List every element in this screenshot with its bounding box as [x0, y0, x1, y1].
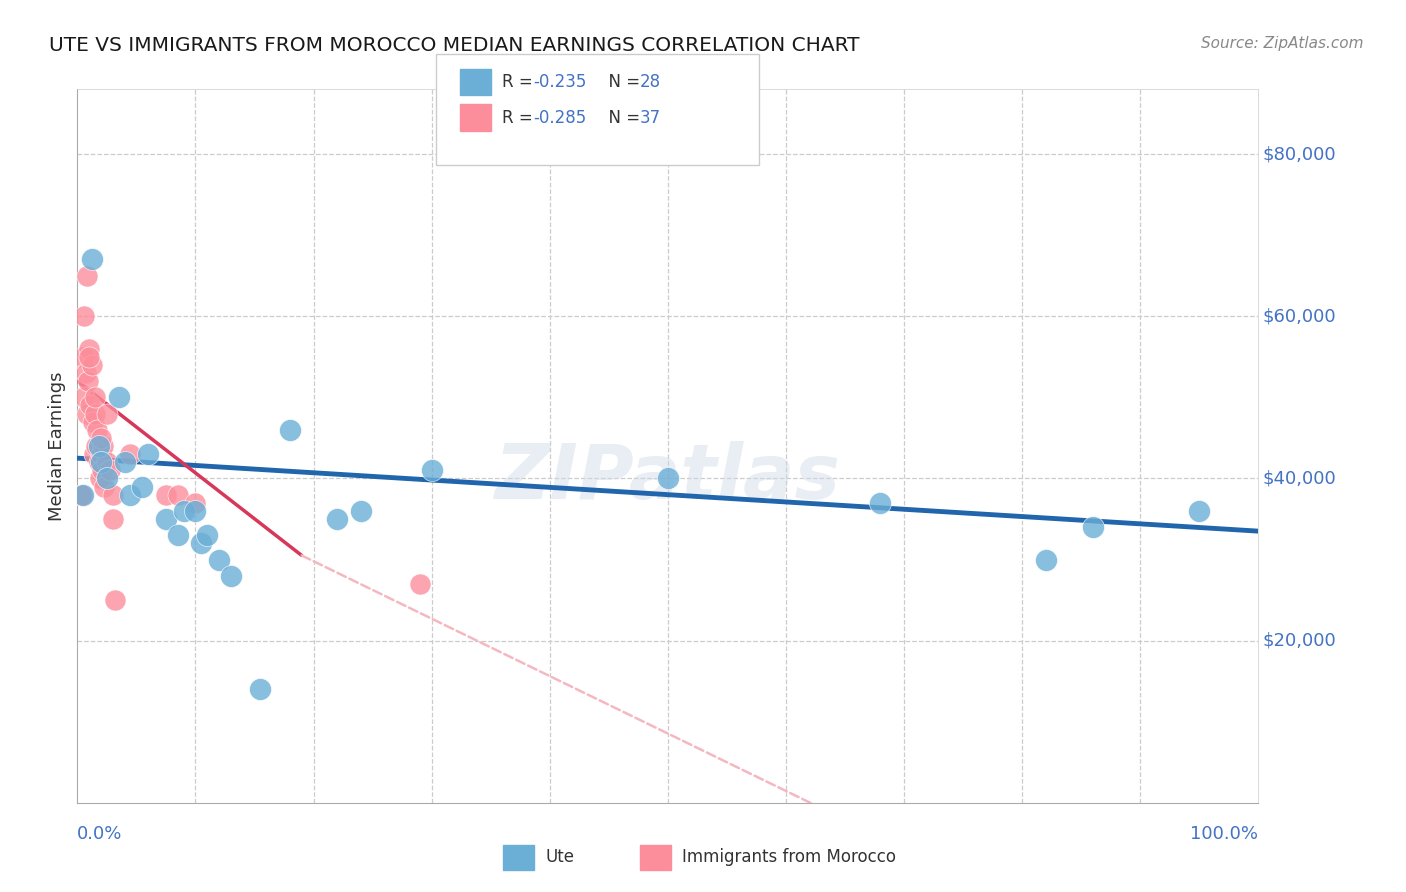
Point — [869, 496, 891, 510]
Point — [409, 577, 432, 591]
Point — [326, 512, 349, 526]
Point — [96, 407, 118, 421]
Point — [70, 488, 93, 502]
Point — [70, 488, 93, 502]
Text: $40,000: $40,000 — [1263, 469, 1336, 487]
Point — [1035, 552, 1057, 566]
Text: Immigrants from Morocco: Immigrants from Morocco — [682, 848, 896, 866]
Text: R =: R = — [502, 73, 538, 91]
Point — [278, 423, 301, 437]
Text: 0.0%: 0.0% — [77, 825, 122, 843]
Point — [90, 431, 112, 445]
Point — [80, 252, 103, 267]
Point — [208, 552, 231, 566]
Point — [91, 463, 114, 477]
Point — [184, 496, 207, 510]
Point — [77, 342, 100, 356]
Point — [72, 350, 94, 364]
Text: N =: N = — [598, 109, 645, 127]
Point — [1188, 504, 1211, 518]
Point — [75, 366, 97, 380]
Text: ZIPatlas: ZIPatlas — [495, 442, 841, 516]
Point — [657, 471, 679, 485]
Text: 28: 28 — [640, 73, 661, 91]
Text: R =: R = — [502, 109, 538, 127]
Point — [73, 390, 96, 404]
Point — [120, 447, 142, 461]
Point — [249, 682, 271, 697]
Point — [84, 439, 107, 453]
Point — [86, 423, 108, 437]
Point — [83, 447, 105, 461]
Point — [91, 439, 114, 453]
Point — [350, 504, 373, 518]
Point — [96, 455, 118, 469]
Point — [184, 504, 207, 518]
Point — [136, 447, 159, 461]
Text: Ute: Ute — [546, 848, 575, 866]
Text: N =: N = — [598, 73, 645, 91]
Point — [73, 310, 96, 324]
Text: $60,000: $60,000 — [1263, 307, 1336, 326]
Point — [166, 528, 188, 542]
Text: $20,000: $20,000 — [1263, 632, 1336, 649]
Point — [166, 488, 188, 502]
Point — [90, 455, 112, 469]
Point — [420, 463, 443, 477]
Text: -0.285: -0.285 — [533, 109, 586, 127]
Text: Source: ZipAtlas.com: Source: ZipAtlas.com — [1201, 36, 1364, 51]
Point — [84, 407, 107, 421]
Y-axis label: Median Earnings: Median Earnings — [48, 371, 66, 521]
Point — [96, 471, 118, 485]
Point — [219, 568, 242, 582]
Point — [77, 350, 100, 364]
Point — [100, 463, 122, 477]
Text: UTE VS IMMIGRANTS FROM MOROCCO MEDIAN EARNINGS CORRELATION CHART: UTE VS IMMIGRANTS FROM MOROCCO MEDIAN EA… — [49, 36, 859, 54]
Point — [107, 390, 129, 404]
Point — [72, 488, 94, 502]
Point — [84, 390, 107, 404]
Point — [77, 374, 100, 388]
Point — [173, 504, 195, 518]
Text: 100.0%: 100.0% — [1191, 825, 1258, 843]
Point — [89, 471, 111, 485]
Text: $80,000: $80,000 — [1263, 145, 1336, 163]
Point — [114, 455, 136, 469]
Point — [190, 536, 212, 550]
Point — [80, 358, 103, 372]
Text: 37: 37 — [640, 109, 661, 127]
Point — [82, 415, 104, 429]
Point — [93, 479, 115, 493]
Point — [155, 488, 177, 502]
Point — [131, 479, 153, 493]
Point — [155, 512, 177, 526]
Point — [87, 455, 110, 469]
Point — [87, 439, 110, 453]
Point — [79, 399, 101, 413]
Point — [104, 593, 127, 607]
Point — [120, 488, 142, 502]
Point — [101, 512, 124, 526]
Point — [101, 488, 124, 502]
Point — [195, 528, 218, 542]
Point — [90, 447, 112, 461]
Text: -0.235: -0.235 — [533, 73, 586, 91]
Point — [1081, 520, 1104, 534]
Point — [76, 407, 98, 421]
Point — [76, 268, 98, 283]
